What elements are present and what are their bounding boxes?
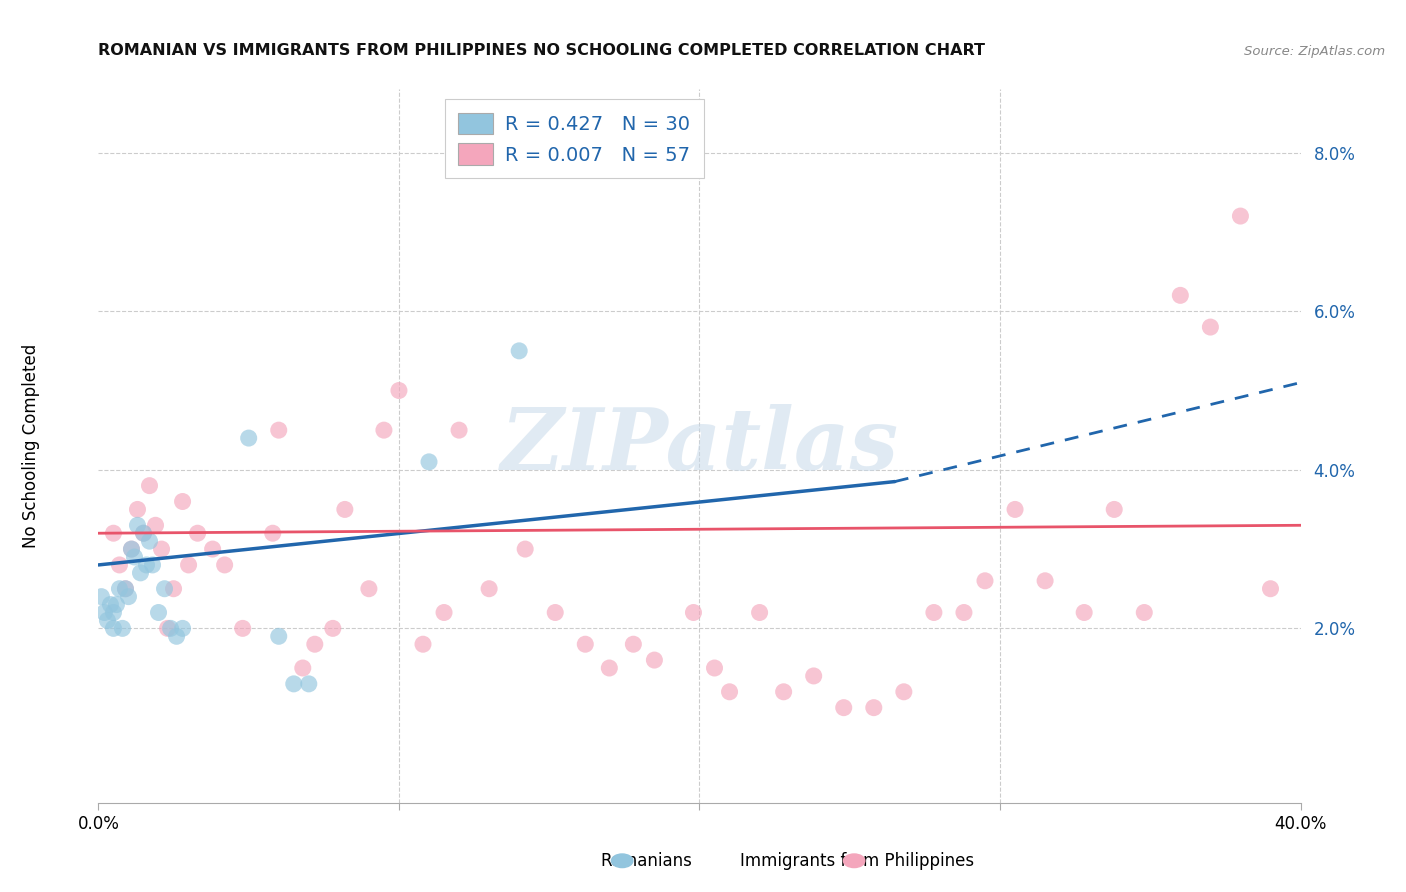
Point: [515, 542, 537, 557]
Point: [127, 518, 149, 533]
Text: Source: ZipAtlas.com: Source: ZipAtlas.com: [1244, 45, 1385, 58]
Point: [298, 677, 321, 691]
Point: [412, 637, 434, 651]
Point: [262, 526, 284, 541]
Point: [1133, 606, 1156, 620]
Point: [283, 677, 305, 691]
Point: [718, 685, 741, 699]
Point: [447, 423, 470, 437]
Point: [96, 614, 118, 628]
Point: [508, 343, 530, 358]
Point: [148, 606, 170, 620]
Point: [132, 526, 155, 541]
Point: [1073, 606, 1095, 620]
Point: [187, 526, 209, 541]
Point: [105, 598, 128, 612]
Point: [172, 621, 194, 635]
Point: [803, 669, 825, 683]
Point: [141, 558, 163, 572]
Point: [267, 629, 290, 643]
Point: [953, 606, 976, 620]
Point: [150, 542, 173, 557]
Point: [145, 518, 167, 533]
Point: [772, 685, 794, 699]
Point: [132, 526, 155, 541]
Point: [103, 621, 125, 635]
Point: [90, 590, 112, 604]
Point: [138, 478, 160, 492]
Point: [748, 606, 770, 620]
Point: [291, 661, 314, 675]
Point: [201, 542, 224, 557]
Point: [162, 582, 184, 596]
Point: [108, 582, 131, 596]
Point: [135, 558, 157, 572]
Point: [1260, 582, 1282, 596]
Point: [156, 621, 179, 635]
Point: [322, 621, 344, 635]
Point: [1199, 320, 1222, 334]
Point: [388, 384, 411, 398]
Text: Romanians: Romanians: [600, 852, 693, 870]
Point: [598, 661, 620, 675]
Point: [1033, 574, 1056, 588]
Point: [129, 566, 152, 580]
Point: [1102, 502, 1125, 516]
Point: [703, 661, 725, 675]
Text: No Schooling Completed: No Schooling Completed: [22, 344, 39, 548]
Legend: R = 0.427   N = 30, R = 0.007   N = 57: R = 0.427 N = 30, R = 0.007 N = 57: [444, 99, 703, 178]
Point: [304, 637, 326, 651]
Point: [111, 621, 134, 635]
Point: [177, 558, 200, 572]
Point: [922, 606, 945, 620]
Point: [172, 494, 194, 508]
Point: [166, 629, 188, 643]
Point: [357, 582, 380, 596]
Point: [159, 621, 181, 635]
Point: [121, 542, 143, 557]
Point: [621, 637, 644, 651]
Point: [418, 455, 440, 469]
Point: [1229, 209, 1251, 223]
Point: [682, 606, 704, 620]
Point: [103, 606, 125, 620]
Point: [267, 423, 290, 437]
Text: ROMANIAN VS IMMIGRANTS FROM PHILIPPINES NO SCHOOLING COMPLETED CORRELATION CHART: ROMANIAN VS IMMIGRANTS FROM PHILIPPINES …: [98, 43, 986, 58]
Point: [862, 700, 884, 714]
Point: [643, 653, 665, 667]
Point: [100, 598, 122, 612]
Point: [138, 534, 160, 549]
Point: [121, 542, 143, 557]
Point: [1004, 502, 1026, 516]
Point: [373, 423, 395, 437]
Point: [117, 590, 139, 604]
Point: [544, 606, 567, 620]
Point: [127, 502, 149, 516]
Point: [114, 582, 136, 596]
Point: [114, 582, 136, 596]
Point: [153, 582, 176, 596]
Point: [893, 685, 915, 699]
Point: [832, 700, 855, 714]
Point: [93, 606, 115, 620]
Point: [974, 574, 997, 588]
Point: [238, 431, 260, 445]
Point: [108, 558, 131, 572]
Text: Immigrants from Philippines: Immigrants from Philippines: [740, 852, 974, 870]
Text: ZIPatlas: ZIPatlas: [501, 404, 898, 488]
Point: [433, 606, 456, 620]
Point: [124, 549, 146, 564]
Point: [574, 637, 596, 651]
Point: [478, 582, 501, 596]
Point: [232, 621, 254, 635]
Point: [214, 558, 236, 572]
Point: [1170, 288, 1192, 302]
Point: [333, 502, 356, 516]
Point: [103, 526, 125, 541]
